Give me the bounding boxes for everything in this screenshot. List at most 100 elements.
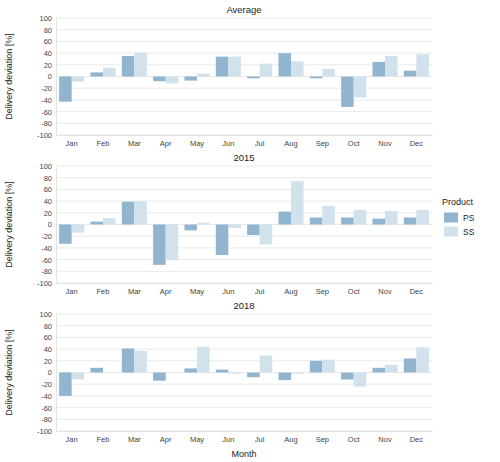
grid-line bbox=[56, 236, 432, 237]
tick-label: Apr bbox=[160, 139, 172, 148]
tick-label: -20 bbox=[41, 232, 52, 241]
grid-line bbox=[56, 431, 432, 432]
bar bbox=[166, 225, 179, 261]
tick-label: 0 bbox=[48, 368, 52, 377]
tick: Jun bbox=[222, 135, 234, 148]
tick-label: Dec bbox=[410, 287, 424, 296]
y-axis: -100-80-60-40-20020406080100 bbox=[37, 14, 57, 140]
grid-line bbox=[56, 419, 432, 420]
bar bbox=[291, 181, 304, 224]
tick-label: Mar bbox=[128, 287, 141, 296]
bar bbox=[416, 210, 429, 225]
tick: 60 bbox=[44, 185, 56, 194]
grid-line bbox=[56, 111, 432, 112]
bar bbox=[216, 225, 229, 255]
tick-label: 100 bbox=[39, 14, 52, 23]
bar bbox=[310, 361, 323, 373]
grid-line bbox=[56, 395, 432, 396]
panel: -100-80-60-40-20020406080100JanFebMarApr… bbox=[4, 152, 433, 296]
grid-line bbox=[56, 247, 432, 248]
tick-label: -20 bbox=[41, 380, 52, 389]
tick-label: Mar bbox=[128, 435, 141, 444]
tick: 0 bbox=[48, 368, 56, 377]
tick-label: -80 bbox=[41, 267, 52, 276]
tick: Feb bbox=[97, 135, 110, 148]
tick-label: -40 bbox=[41, 244, 52, 253]
grid-line bbox=[56, 283, 432, 284]
tick-label: -40 bbox=[41, 96, 52, 105]
bar bbox=[260, 225, 273, 245]
tick-label: -60 bbox=[41, 108, 52, 117]
bar bbox=[260, 356, 273, 373]
bar bbox=[310, 217, 323, 224]
bar bbox=[184, 77, 197, 81]
bar bbox=[228, 225, 241, 229]
bar bbox=[310, 77, 323, 79]
x-axis: JanFebMarAprMayJunJulAugSepOctNovDec bbox=[57, 135, 433, 148]
tick-label: -100 bbox=[37, 131, 52, 140]
tick-label: 80 bbox=[44, 26, 52, 35]
bar bbox=[153, 77, 166, 82]
tick-label: Feb bbox=[97, 139, 110, 148]
bar bbox=[90, 72, 103, 76]
tick-label: Aug bbox=[284, 287, 297, 296]
bar bbox=[385, 56, 398, 76]
tick-label: Jul bbox=[255, 435, 265, 444]
tick-label: Nov bbox=[378, 435, 392, 444]
bar bbox=[122, 56, 135, 76]
tick-label: -80 bbox=[41, 415, 52, 424]
tick: 60 bbox=[44, 37, 56, 46]
tick: -100 bbox=[37, 427, 56, 436]
grid-line bbox=[56, 41, 432, 42]
tick-label: Jun bbox=[222, 287, 234, 296]
bar bbox=[103, 218, 116, 224]
bar bbox=[134, 201, 147, 224]
bar bbox=[354, 77, 367, 98]
bar bbox=[260, 64, 273, 77]
tick-label: Sep bbox=[316, 287, 329, 296]
bar bbox=[247, 77, 260, 79]
title: 2015 bbox=[233, 152, 254, 163]
tick-label: Sep bbox=[316, 139, 329, 148]
tick: Aug bbox=[284, 431, 297, 444]
tick-label: 20 bbox=[44, 357, 52, 366]
grid bbox=[56, 314, 432, 431]
bar bbox=[341, 373, 354, 380]
bar bbox=[291, 373, 304, 374]
tick-label: Jun bbox=[222, 139, 234, 148]
tick-label: 100 bbox=[39, 310, 52, 319]
tick-label: Jun bbox=[222, 435, 234, 444]
grid-line bbox=[56, 135, 432, 136]
tick: -20 bbox=[41, 232, 56, 241]
grid-line bbox=[56, 407, 432, 408]
bar bbox=[216, 370, 229, 373]
tick-label: Dec bbox=[410, 435, 424, 444]
bars bbox=[59, 181, 429, 265]
bar bbox=[354, 210, 367, 225]
tick-label: Jan bbox=[66, 287, 78, 296]
bar bbox=[134, 351, 147, 373]
tick: 80 bbox=[44, 26, 56, 35]
grid-line bbox=[56, 349, 432, 350]
tick-label: -20 bbox=[41, 84, 52, 93]
tick-label: 80 bbox=[44, 174, 52, 183]
tick: Apr bbox=[160, 431, 172, 444]
tick: 40 bbox=[44, 345, 56, 354]
bar bbox=[291, 61, 304, 76]
bar bbox=[416, 347, 429, 372]
bar bbox=[278, 53, 291, 76]
tick-label: Feb bbox=[97, 435, 110, 444]
tick: 100 bbox=[39, 14, 56, 23]
tick: -40 bbox=[41, 392, 56, 401]
bar bbox=[341, 217, 354, 224]
tick: -60 bbox=[41, 256, 56, 265]
bar bbox=[153, 225, 166, 265]
bar bbox=[404, 217, 417, 224]
tick: Feb bbox=[97, 431, 110, 444]
tick-label: 40 bbox=[44, 197, 52, 206]
grid-line bbox=[56, 88, 432, 89]
tick: 20 bbox=[44, 357, 56, 366]
tick-label: Nov bbox=[378, 287, 392, 296]
tick: 80 bbox=[44, 174, 56, 183]
tick-label: 0 bbox=[48, 220, 52, 229]
